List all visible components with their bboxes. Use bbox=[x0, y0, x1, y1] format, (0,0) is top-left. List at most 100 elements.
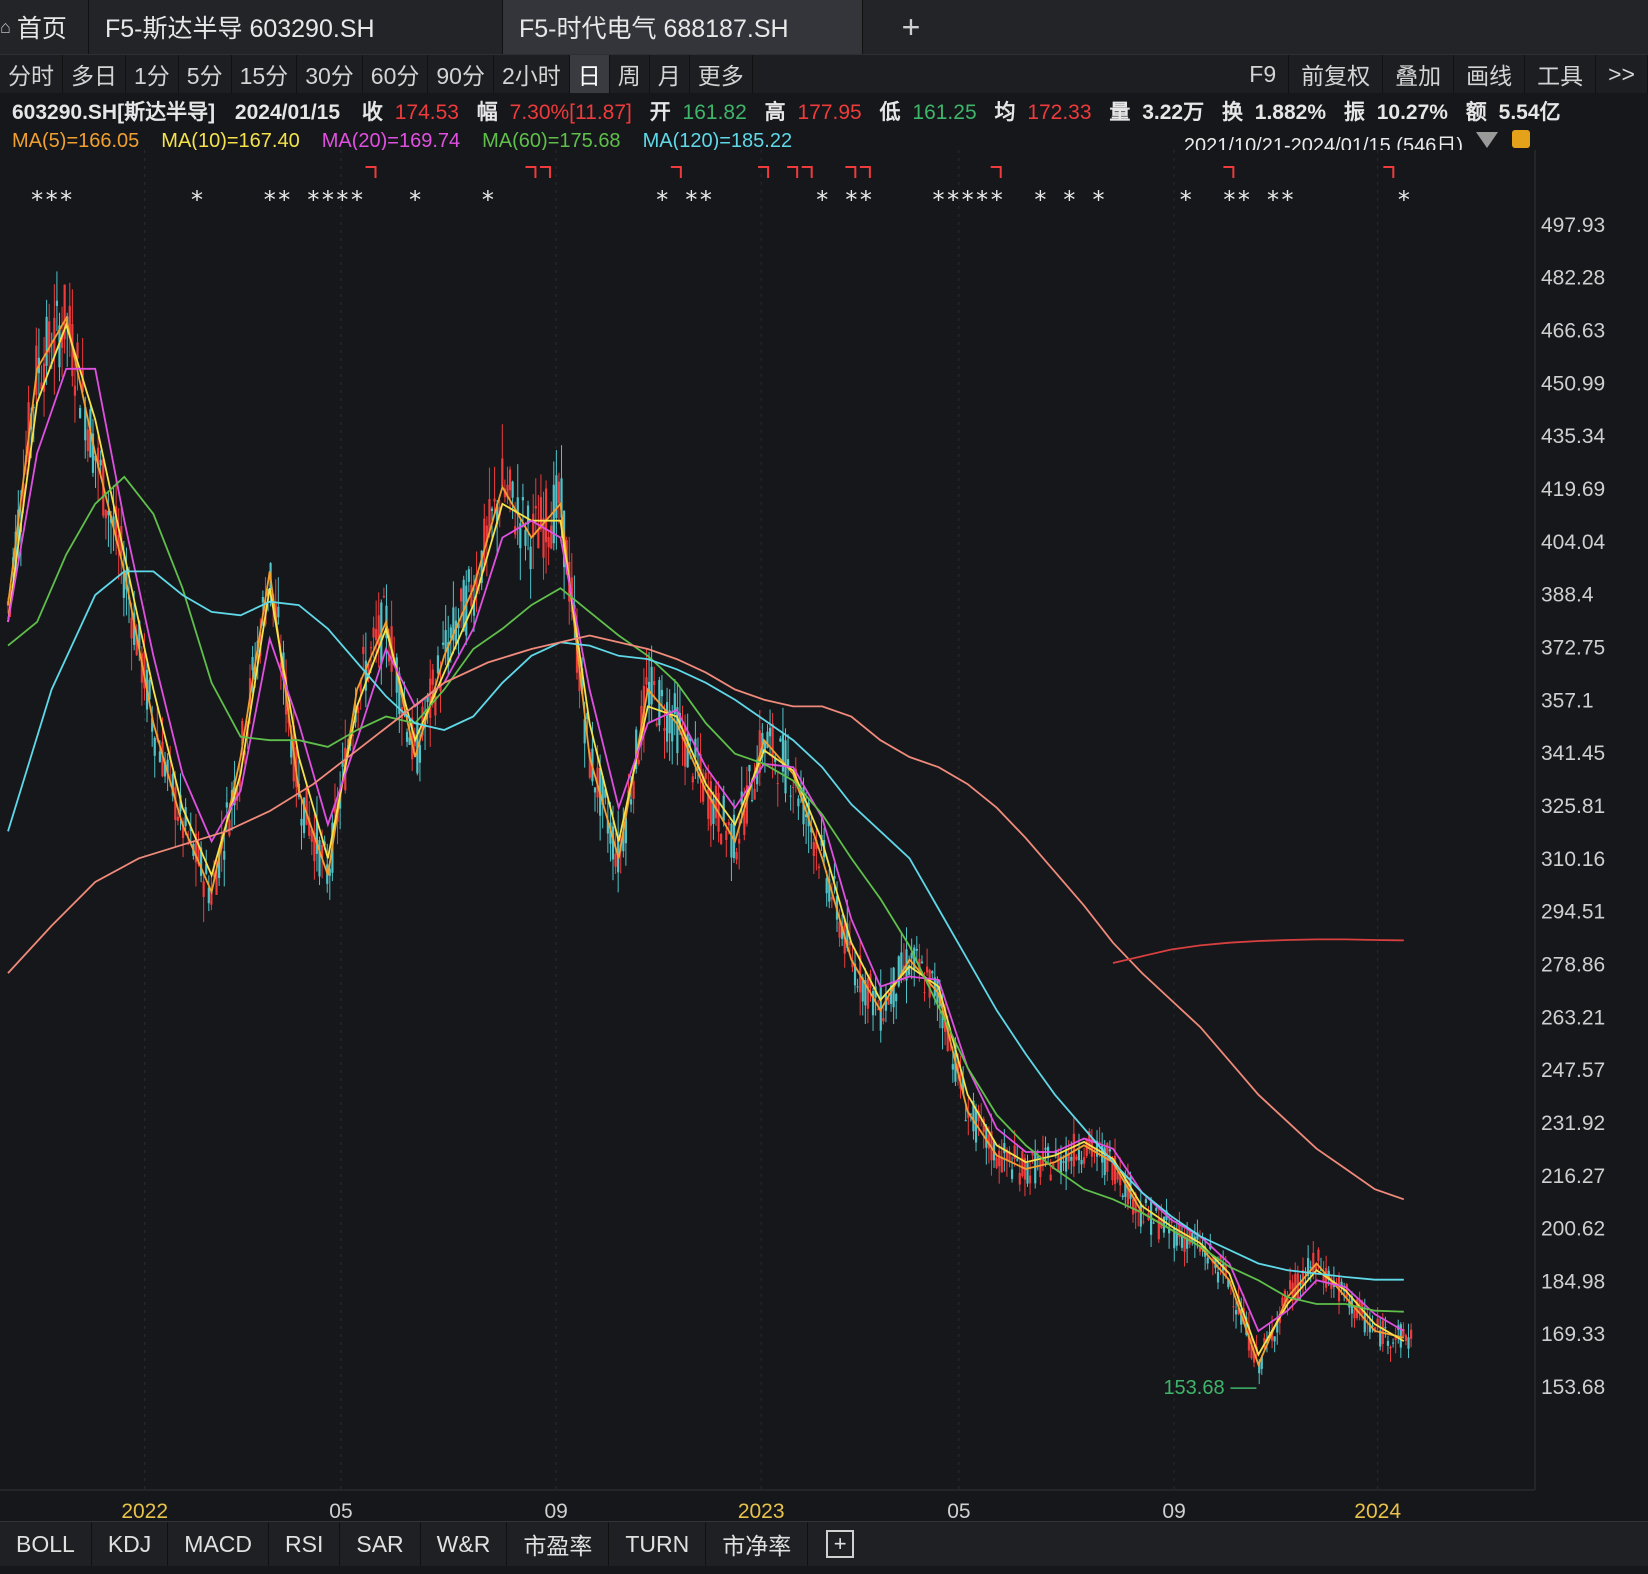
period-3[interactable]: 5分 bbox=[179, 55, 232, 93]
candle-body bbox=[1373, 1327, 1377, 1332]
quote-date: 2024/01/15 bbox=[234, 101, 341, 124]
add-tab-button[interactable]: + bbox=[901, 8, 921, 45]
indicator-2[interactable]: MACD bbox=[168, 1522, 270, 1566]
candle-body bbox=[55, 300, 59, 306]
period-6[interactable]: 60分 bbox=[363, 55, 429, 93]
candle-body bbox=[1301, 1270, 1305, 1285]
amount-label: 额 bbox=[1465, 101, 1487, 124]
indicator-6[interactable]: 市盈率 bbox=[507, 1522, 610, 1566]
candle-body bbox=[635, 729, 638, 770]
candle-body bbox=[485, 525, 488, 543]
candle-body bbox=[148, 679, 151, 700]
tab-stock-688187[interactable]: F5-时代电气 688187.SH bbox=[503, 0, 863, 54]
candle-body bbox=[668, 710, 671, 734]
ma-line-3 bbox=[7, 475, 1404, 1313]
candle-body bbox=[112, 516, 115, 528]
tool-1[interactable]: 前复权 bbox=[1289, 55, 1384, 93]
tool-2[interactable]: 叠加 bbox=[1383, 55, 1455, 93]
candle-body bbox=[689, 737, 692, 741]
period-10[interactable]: 周 bbox=[610, 55, 650, 93]
candle-body bbox=[97, 447, 100, 469]
candle-body bbox=[429, 678, 432, 718]
y-tick-label: 357.1 bbox=[1541, 689, 1594, 712]
candle-body bbox=[197, 842, 200, 865]
ma-line-4 bbox=[7, 570, 1404, 1281]
period-7[interactable]: 90分 bbox=[428, 55, 494, 93]
indicator-0[interactable]: BOLL bbox=[0, 1522, 92, 1566]
candle-body bbox=[151, 717, 154, 732]
indicator-5[interactable]: W&R bbox=[421, 1522, 508, 1566]
candle-body bbox=[1371, 1325, 1374, 1327]
candle-body bbox=[825, 878, 828, 894]
high-value: 177.95 bbox=[797, 101, 862, 124]
indicator-1[interactable]: KDJ bbox=[92, 1522, 169, 1566]
candle-body bbox=[665, 702, 669, 742]
candle-body bbox=[609, 822, 612, 844]
candle-body bbox=[1044, 1147, 1047, 1150]
candle-body bbox=[709, 781, 712, 826]
period-bar: 分时 多日 1分 5分 15分 30分 60分 90分 2小时日周月更多 F9 前复权 叠加 画线 工具 >… bbox=[0, 55, 1648, 93]
candle-body bbox=[449, 627, 452, 639]
candle-body bbox=[405, 731, 409, 742]
candle-body bbox=[398, 673, 401, 715]
tab-stock-603290[interactable]: F5-斯达半导 603290.SH bbox=[89, 0, 503, 54]
candle-body bbox=[1252, 1352, 1256, 1363]
period-12[interactable]: 更多 bbox=[690, 55, 753, 93]
indicator-7[interactable]: TURN bbox=[609, 1522, 707, 1566]
period-5[interactable]: 30分 bbox=[297, 55, 363, 93]
candle-body bbox=[1103, 1147, 1106, 1176]
candle-body bbox=[431, 669, 434, 685]
candle-body bbox=[104, 510, 107, 519]
tab-home[interactable]: ⌂ 首页 bbox=[0, 0, 89, 54]
period-0[interactable]: 分时 bbox=[0, 55, 63, 93]
candle-body bbox=[277, 606, 280, 618]
signal-marker: * bbox=[933, 186, 945, 214]
candle-body bbox=[32, 407, 35, 409]
candle-body bbox=[884, 994, 888, 1011]
candle-body bbox=[1010, 1169, 1014, 1179]
candle-body bbox=[1299, 1282, 1302, 1286]
candle-body bbox=[732, 814, 736, 859]
candle-body bbox=[408, 737, 411, 745]
candle-body bbox=[524, 530, 527, 546]
candle-body bbox=[426, 695, 429, 702]
tool-5[interactable]: >> bbox=[1596, 55, 1648, 93]
candle-body bbox=[542, 518, 545, 558]
tab-home-label: 首页 bbox=[16, 15, 67, 43]
kline-chart[interactable]: 497.93 482.28 466.63 450.99 435.34 419.69 404.… bbox=[0, 150, 1648, 1520]
candle-body bbox=[841, 926, 844, 940]
add-indicator-button[interactable]: + bbox=[826, 1530, 855, 1558]
period-4[interactable]: 15分 bbox=[232, 55, 298, 93]
period-1[interactable]: 多日 bbox=[63, 55, 126, 93]
tool-3[interactable]: 画线 bbox=[1454, 55, 1526, 93]
y-tick-label: 200.62 bbox=[1541, 1218, 1605, 1241]
period-8[interactable]: 2小时 bbox=[494, 55, 570, 93]
volume-label: 量 bbox=[1109, 101, 1131, 124]
candle-body bbox=[470, 584, 473, 607]
candle-body bbox=[493, 498, 496, 502]
candle-body bbox=[516, 497, 519, 515]
period-2[interactable]: 1分 bbox=[126, 55, 179, 93]
signal-flag bbox=[758, 166, 770, 178]
tool-4[interactable]: 工具 bbox=[1525, 55, 1597, 93]
signal-marker: * bbox=[60, 186, 72, 214]
lock-icon[interactable] bbox=[1512, 130, 1530, 148]
candle-body bbox=[766, 731, 769, 748]
signal-marker: * bbox=[307, 186, 319, 214]
period-9[interactable]: 日 bbox=[569, 55, 610, 93]
tool-0[interactable]: F9 bbox=[1237, 55, 1290, 93]
candle-body bbox=[704, 772, 707, 780]
candle-body bbox=[1379, 1330, 1382, 1347]
candle-body bbox=[14, 531, 17, 572]
candle-body bbox=[266, 588, 270, 597]
range-dropdown-icon[interactable] bbox=[1476, 132, 1498, 148]
ma-label-2: MA(20)=169.74 bbox=[321, 130, 461, 152]
indicator-3[interactable]: RSI bbox=[269, 1522, 341, 1566]
candle-body bbox=[624, 817, 627, 844]
candle-body bbox=[511, 481, 514, 498]
indicator-4[interactable]: SAR bbox=[340, 1522, 421, 1566]
candle-body bbox=[655, 723, 658, 726]
signal-marker: * bbox=[482, 186, 494, 214]
indicator-8[interactable]: 市净率 bbox=[706, 1522, 809, 1566]
period-11[interactable]: 月 bbox=[650, 55, 690, 93]
